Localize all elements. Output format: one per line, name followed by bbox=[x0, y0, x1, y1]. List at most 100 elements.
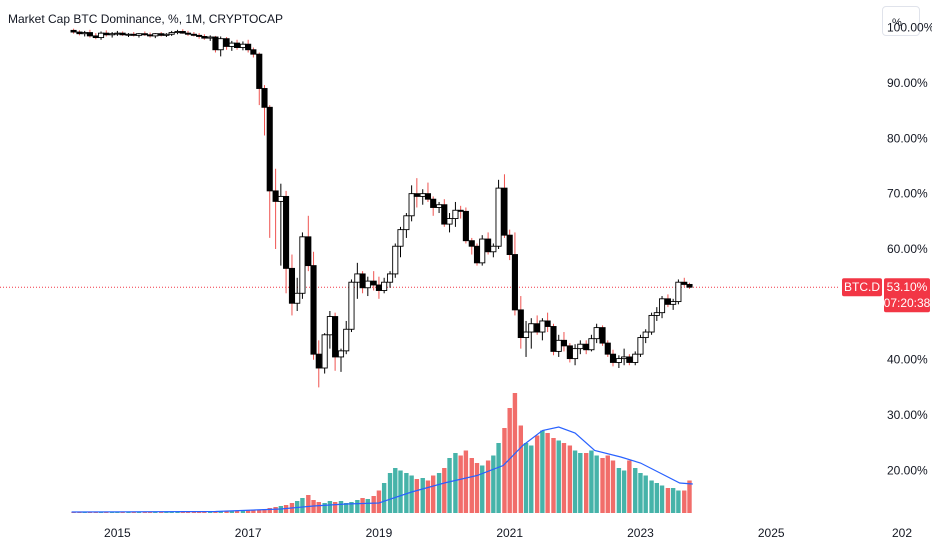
candle-body bbox=[485, 238, 492, 253]
candle-body bbox=[201, 36, 208, 39]
candle-body bbox=[261, 88, 268, 108]
candle-body bbox=[386, 273, 394, 283]
volume-bar bbox=[393, 468, 398, 513]
candle-body bbox=[223, 38, 230, 47]
candle-body bbox=[621, 356, 628, 360]
candle-body bbox=[141, 33, 148, 36]
candle-body bbox=[522, 331, 530, 339]
candle-body bbox=[593, 327, 600, 340]
candle-body bbox=[364, 280, 371, 289]
volume-bar bbox=[474, 463, 480, 513]
volume-bar bbox=[98, 512, 104, 513]
volume-bar bbox=[273, 507, 278, 513]
volume-bar bbox=[561, 443, 567, 513]
volume-bar bbox=[349, 502, 354, 513]
candle-body bbox=[321, 334, 328, 369]
price-badge-countdown: 07:20:38 bbox=[884, 296, 931, 310]
candle-body bbox=[479, 238, 486, 264]
candle-body bbox=[413, 193, 420, 197]
y-tick-label: 70.00% bbox=[887, 187, 928, 201]
candle-body bbox=[539, 320, 546, 333]
volume-bar bbox=[218, 511, 223, 513]
candle-body bbox=[305, 236, 312, 267]
candle-body bbox=[343, 328, 350, 352]
candle-body bbox=[158, 33, 165, 36]
candle-body bbox=[283, 195, 290, 269]
y-tick-label: 20.00% bbox=[887, 463, 928, 477]
candle-body bbox=[207, 36, 214, 39]
volume-bar bbox=[659, 485, 665, 513]
candle-body bbox=[130, 33, 137, 36]
volume-bar bbox=[229, 510, 235, 513]
volume-bar bbox=[469, 458, 474, 513]
y-tick-label: 60.00% bbox=[887, 242, 928, 256]
price-badge-value: 53.10% bbox=[887, 280, 928, 294]
candle-body bbox=[675, 281, 682, 303]
volume-bar bbox=[654, 483, 660, 513]
volume-bar bbox=[409, 475, 414, 513]
candle-body bbox=[217, 38, 224, 51]
volume-bar bbox=[556, 440, 561, 513]
candle-body bbox=[686, 283, 693, 288]
volume-bar bbox=[589, 450, 594, 513]
candle-body bbox=[632, 353, 639, 363]
volume-bar bbox=[300, 498, 305, 513]
candle-body bbox=[468, 240, 475, 247]
candle-body bbox=[462, 210, 469, 242]
volume-bar bbox=[453, 453, 458, 513]
candle-body bbox=[179, 31, 186, 34]
volume-bar bbox=[502, 428, 507, 513]
y-tick-label: 90.00% bbox=[887, 76, 928, 90]
candle-body bbox=[670, 301, 677, 305]
candle-body bbox=[86, 32, 93, 37]
volume-bar bbox=[583, 453, 589, 513]
y-tick-label: 100.00% bbox=[887, 21, 932, 35]
candle-body bbox=[196, 34, 203, 37]
candle-body bbox=[397, 229, 404, 247]
candle-body bbox=[604, 342, 611, 355]
volume-bar bbox=[196, 511, 202, 513]
candle-body bbox=[135, 33, 143, 36]
volume-bar bbox=[251, 510, 256, 513]
volume-bar bbox=[518, 425, 524, 513]
x-tick-label: 202 bbox=[892, 526, 912, 540]
volume-bar bbox=[676, 490, 681, 513]
volume-bar bbox=[185, 511, 191, 513]
candle-body bbox=[190, 33, 197, 36]
volume-bar bbox=[665, 488, 671, 513]
x-tick-label: 2017 bbox=[235, 526, 262, 540]
candle-body bbox=[370, 280, 377, 286]
candles bbox=[0, 28, 838, 388]
volume-bar bbox=[687, 480, 692, 513]
candle-body bbox=[92, 35, 99, 39]
price-badge: BTC.D 53.10% 07:20:38 bbox=[842, 278, 931, 313]
volume-bar bbox=[115, 512, 120, 513]
candle-body bbox=[615, 358, 622, 363]
volume-bar bbox=[404, 473, 409, 513]
candle-body bbox=[588, 338, 595, 351]
candle-body bbox=[288, 267, 296, 304]
candle-body bbox=[473, 245, 481, 264]
volume-bar bbox=[529, 445, 534, 513]
volume-bar bbox=[262, 509, 267, 513]
x-tick-label: 2023 bbox=[627, 526, 654, 540]
candle-body bbox=[609, 353, 617, 363]
volume-bar bbox=[376, 490, 382, 513]
volume-bar bbox=[682, 490, 687, 513]
candle-body bbox=[626, 356, 633, 363]
volume-bar bbox=[442, 468, 447, 513]
y-tick-label: 30.00% bbox=[887, 408, 928, 422]
candle-body bbox=[310, 265, 317, 355]
y-axis: 100.00%90.00%80.00%70.00%60.00%50.00%40.… bbox=[887, 21, 932, 478]
candle-body bbox=[212, 36, 219, 51]
candle-body bbox=[506, 234, 513, 255]
candle-body bbox=[272, 190, 279, 202]
candle-body bbox=[544, 320, 551, 327]
y-tick-label: 40.00% bbox=[887, 353, 928, 367]
scale-unit-button[interactable]: % bbox=[882, 6, 920, 36]
x-tick-label: 2019 bbox=[366, 526, 393, 540]
candle-body bbox=[528, 323, 535, 333]
volume-bar bbox=[316, 502, 321, 513]
volume-bar bbox=[104, 512, 109, 513]
